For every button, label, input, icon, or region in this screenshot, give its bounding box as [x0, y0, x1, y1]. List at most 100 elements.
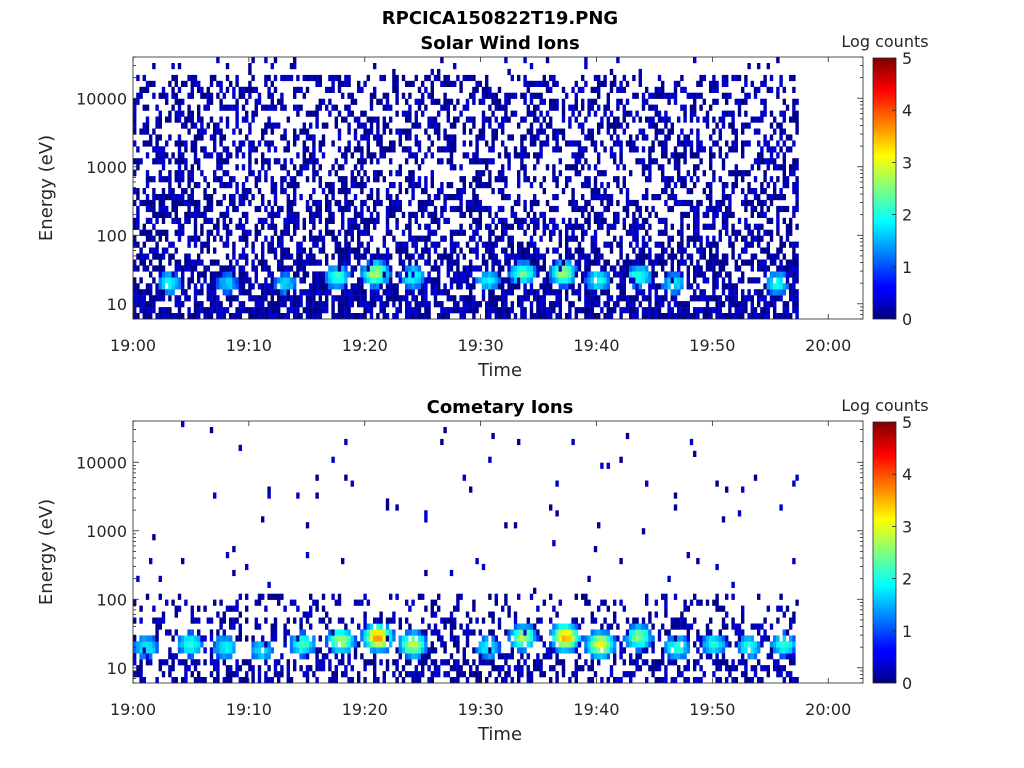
spectrogram-cell [270, 295, 274, 302]
spectrogram-cell [171, 152, 175, 159]
spectrogram-cell [273, 593, 278, 600]
spectrogram-cell [536, 307, 540, 314]
spectrogram-cell [539, 146, 543, 153]
spectrogram-cell [606, 271, 610, 278]
spectrogram-cell [155, 295, 159, 302]
spectrogram-cell [504, 253, 508, 260]
spectrogram-cell [277, 301, 281, 308]
spectrogram-cell [782, 265, 786, 272]
spectrogram-cell [645, 188, 649, 195]
spectrogram-cell [366, 265, 370, 272]
spectrogram-cell [392, 635, 396, 642]
spectrogram-cell [523, 307, 527, 314]
spectrogram-cell [238, 289, 242, 296]
spectrogram-cell [510, 110, 514, 117]
spectrogram-cell [517, 253, 521, 260]
spectrogram-cell [392, 235, 396, 242]
spectrogram-cell [139, 659, 143, 666]
spectrogram-cell [677, 271, 681, 278]
spectrogram-cell [792, 158, 796, 165]
spectrogram-cell [641, 170, 646, 177]
spectrogram-cell [133, 98, 137, 105]
spectrogram-cell [414, 134, 418, 141]
spectrogram-cell [405, 116, 409, 123]
colorbar-tick-label: 1 [902, 258, 912, 277]
spectrogram-cell [213, 170, 217, 177]
spectrogram-cell [200, 289, 204, 296]
spectrogram-cell [766, 247, 770, 254]
spectrogram-cell [616, 259, 620, 266]
spectrogram-cell [715, 277, 719, 284]
spectrogram-cell [641, 235, 646, 242]
spectrogram-cell [517, 176, 521, 183]
spectrogram-cell [184, 164, 188, 171]
spectrogram-cell [369, 188, 374, 195]
spectrogram-cell [453, 247, 457, 254]
spectrogram-cell [741, 176, 745, 183]
spectrogram-cell [536, 313, 540, 320]
spectrogram-cell [469, 295, 473, 302]
spectrogram-cell [542, 259, 546, 266]
spectrogram-cell [603, 277, 607, 284]
spectrogram-cell [302, 611, 306, 618]
spectrogram-cell [462, 313, 466, 320]
spectrogram-cell [232, 199, 236, 207]
spectrogram-cell [373, 677, 377, 684]
spectrogram-cell [270, 217, 274, 224]
spectrogram-cell [590, 301, 594, 308]
spectrogram-cell [446, 217, 450, 224]
spectrogram-cell [744, 259, 748, 266]
spectrogram-cell [235, 116, 239, 123]
spectrogram-cell [312, 140, 316, 147]
spectrogram-cell [152, 301, 156, 308]
spectrogram-cell [305, 671, 310, 678]
spectrogram-cell [161, 158, 166, 165]
spectrogram-cell [542, 295, 546, 302]
spectrogram-cell [789, 217, 793, 224]
spectrogram-cell [552, 277, 556, 284]
spectrogram-cell [376, 271, 380, 278]
spectrogram-cell [501, 122, 505, 129]
spectrogram-cell [193, 122, 198, 129]
spectrogram-cell [427, 116, 431, 123]
spectrogram-cell [577, 247, 582, 254]
spectrogram-cell [161, 176, 166, 183]
spectrogram-cell [369, 623, 374, 630]
spectrogram-cell [670, 247, 674, 254]
spectrogram-cell [133, 277, 137, 284]
spectrogram-cell [302, 259, 306, 266]
spectrogram-cell [254, 271, 258, 278]
spectrogram-cell [686, 277, 690, 284]
spectrogram-cell [261, 194, 265, 201]
spectrogram-cell [366, 152, 370, 159]
spectrogram-cell [645, 164, 649, 171]
spectrogram-cell [382, 629, 386, 636]
spectrogram-cell [539, 98, 543, 105]
spectrogram-cell [785, 277, 790, 284]
spectrogram-cell [750, 265, 754, 272]
spectrogram-cell [523, 74, 527, 82]
spectrogram-cell [776, 253, 780, 260]
spectrogram-cell [360, 653, 364, 660]
spectrogram-cell [366, 74, 370, 82]
spectrogram-cell [187, 647, 191, 654]
spectrogram-cell [283, 104, 287, 111]
spectrogram-cell [408, 277, 412, 284]
spectrogram-cell [385, 92, 390, 99]
spectrogram-cell [165, 92, 169, 99]
spectrogram-cell [417, 289, 422, 296]
spectrogram-cell [529, 128, 534, 135]
spectrogram-cell [184, 122, 188, 129]
spectrogram-cell [283, 74, 287, 82]
spectrogram-cell [769, 152, 774, 159]
spectrogram-cell [453, 301, 457, 308]
spectrogram-cell [382, 277, 386, 284]
spectrogram-cell [193, 635, 198, 642]
spectrogram-cell [293, 188, 297, 195]
spectrogram-cell [398, 271, 402, 278]
spectrogram-cell [398, 295, 402, 302]
spectrogram-cell [408, 223, 412, 230]
spectrogram-cell [565, 271, 569, 278]
spectrogram-cell [181, 122, 185, 129]
spectrogram-cell [587, 110, 591, 117]
